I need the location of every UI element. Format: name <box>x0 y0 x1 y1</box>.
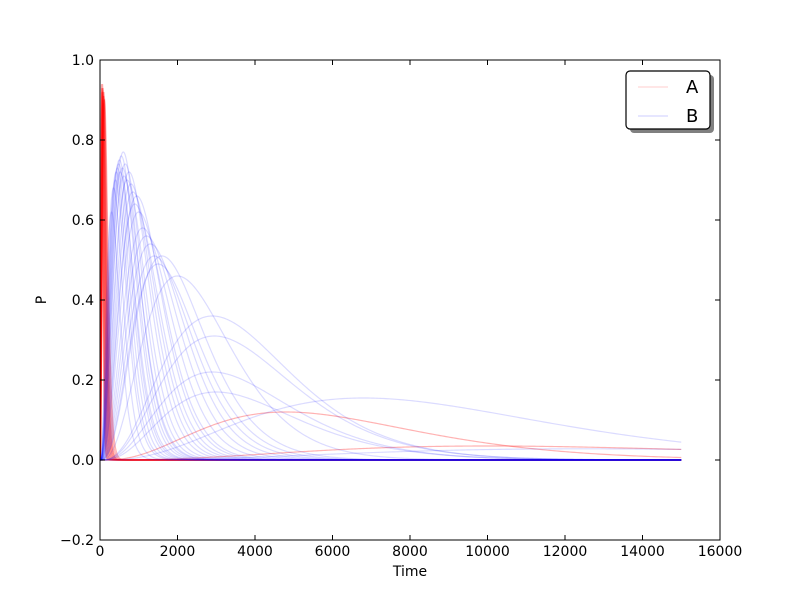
series-b-line <box>100 371 682 461</box>
y-tick-label: 1.0 <box>72 53 94 69</box>
series-b-line <box>99 163 682 461</box>
y-tick-label: 0.0 <box>72 453 94 469</box>
series-b-line <box>100 315 682 461</box>
x-tick-label: 16000 <box>698 544 743 560</box>
x-tick-label: 4000 <box>237 544 273 560</box>
x-tick-label: 6000 <box>315 544 351 560</box>
series-b-line <box>100 263 682 461</box>
series-a-line <box>99 102 682 461</box>
series-b-line <box>99 211 682 461</box>
axis-ticks: 0 2000 4000 6000 8000 10000 12000 14000 16000 −0.… <box>60 53 742 560</box>
series-b-line <box>99 179 682 461</box>
series-b-line <box>100 235 682 461</box>
series-b-line <box>100 335 682 461</box>
series-b-line <box>99 171 682 461</box>
series-a-line <box>99 95 682 461</box>
series-b-line <box>100 275 682 461</box>
series-a-line <box>99 83 682 461</box>
series-a-line <box>100 411 682 461</box>
series-a-line <box>99 100 682 461</box>
series-a-line <box>99 87 682 461</box>
series-b-line <box>100 191 682 461</box>
series-b-line <box>100 171 682 461</box>
legend-label-a: A <box>686 77 699 98</box>
x-tick-label: 2000 <box>160 544 196 560</box>
series-b-line <box>100 171 682 461</box>
y-tick-label: 0.4 <box>72 293 94 309</box>
series-b-line <box>100 391 682 461</box>
y-tick-label: 0.8 <box>72 133 94 149</box>
series-b-line <box>99 187 682 461</box>
legend: A B <box>625 70 714 133</box>
series-a-line <box>99 91 682 461</box>
series-b-line <box>100 167 682 461</box>
series-b-line <box>99 167 682 461</box>
series-a-line <box>99 95 682 461</box>
series-a-line <box>99 88 682 461</box>
series-a-line <box>99 98 682 461</box>
series-b-line <box>100 255 682 461</box>
series-b-line <box>99 159 682 461</box>
series-a-line <box>99 84 682 461</box>
series-b-line <box>100 255 682 461</box>
plot-area-frame <box>99 59 721 541</box>
series-a-line <box>99 92 682 461</box>
series-b-line <box>100 179 682 461</box>
series-b-line <box>100 203 682 461</box>
x-axis-label: Time <box>392 564 427 580</box>
series-b-line <box>100 183 682 461</box>
x-tick-label: 12000 <box>543 544 588 560</box>
y-tick-label: 0.2 <box>72 373 94 389</box>
y-tick-label: 0.6 <box>72 213 94 229</box>
series-a-line <box>100 445 682 461</box>
legend-label-b: B <box>686 106 698 127</box>
series-layer <box>99 83 682 461</box>
legend-box <box>625 70 711 130</box>
series-b-line <box>100 151 682 461</box>
series-b-line <box>100 243 682 461</box>
y-tick-label: −0.2 <box>60 533 94 549</box>
series-b-line <box>100 397 682 461</box>
series-b-line <box>100 155 682 461</box>
series-b-line <box>100 448 682 461</box>
x-tick-label: 0 <box>96 544 105 560</box>
series-b-line <box>100 211 682 461</box>
series-a-line <box>99 99 682 461</box>
series-a-line <box>99 87 682 461</box>
series-a-line <box>99 90 682 461</box>
x-tick-label: 14000 <box>620 544 665 560</box>
x-tick-label: 10000 <box>465 544 510 560</box>
series-b-line <box>100 195 682 461</box>
series-b-line <box>100 227 682 461</box>
series-b-line <box>100 163 682 461</box>
series-a-line <box>99 91 682 461</box>
x-tick-label: 8000 <box>392 544 428 560</box>
y-axis-label: P <box>34 296 50 304</box>
series-b-line <box>100 175 682 461</box>
